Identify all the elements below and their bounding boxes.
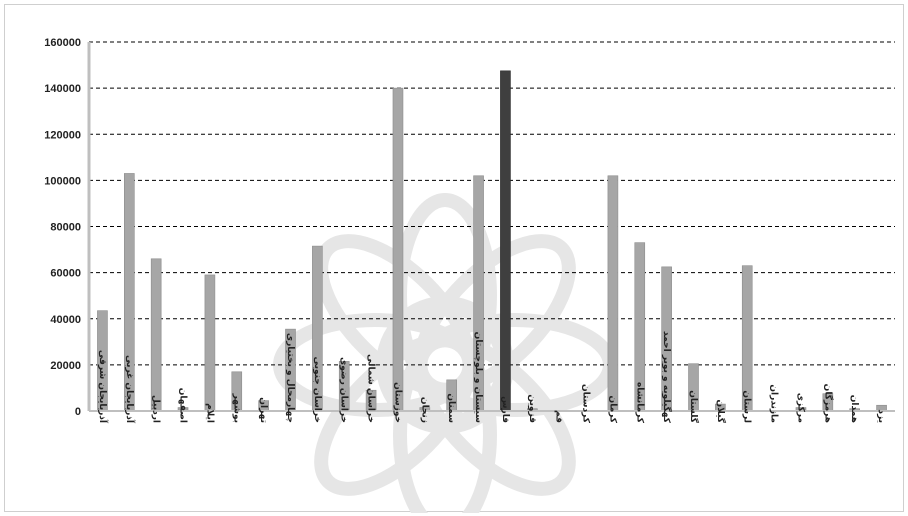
category-label: قزوین [527, 394, 537, 423]
bar [607, 175, 619, 412]
y-tick-label: 80000 [50, 222, 81, 234]
bars [97, 70, 887, 412]
category-label: قم [554, 410, 564, 423]
y-tick-label: 140000 [44, 83, 81, 95]
category-label: اردبیل [151, 395, 161, 423]
category-labels: آذربایجان شرقی آذربایجان غربی اردبیل اصفهان… [97, 331, 886, 424]
watermark-logo [273, 193, 617, 513]
category-label: خراسان رضوی [339, 357, 349, 423]
y-tick-label: 60000 [50, 268, 81, 280]
bar [150, 258, 162, 412]
chart-frame: 0 20000 40000 60000 80000 100000 120000 140000 1… [4, 4, 904, 513]
y-tick-label: 40000 [50, 314, 81, 326]
category-label: چهارمحال و بختیاری [285, 333, 295, 423]
y-tick-label: 20000 [50, 360, 81, 372]
category-label: آذربایجان شرقی [97, 350, 109, 424]
category-label: یزد [876, 409, 886, 423]
category-label: تهران [258, 397, 268, 423]
category-label: زنجان [419, 397, 429, 423]
gridlines [89, 41, 895, 366]
category-label: فارس [500, 396, 510, 423]
category-label: آذربایجان غربی [124, 355, 136, 424]
watermark-petal [413, 234, 576, 397]
category-label: مرکزی [795, 393, 805, 423]
y-tick-label: 120000 [44, 129, 81, 141]
category-label: خوزستان [392, 382, 402, 423]
category-label: کرمانشاه [634, 382, 644, 424]
category-label: سیستان و بلوچستان [473, 332, 483, 424]
y-tick-label: 100000 [44, 175, 81, 187]
category-label: لرستان [742, 390, 752, 423]
category-label: ایلام [204, 403, 214, 423]
category-label: خراسان شمالی [366, 354, 376, 423]
bar [392, 87, 404, 412]
y-tick-label: 160000 [44, 37, 81, 49]
bar [500, 70, 511, 412]
axes [87, 42, 895, 412]
category-label: کرمان [607, 396, 617, 424]
category-label: هرمزگان [822, 384, 834, 423]
bar [741, 265, 753, 412]
y-tick-label: 0 [75, 406, 81, 418]
bar [204, 274, 216, 412]
category-label: اصفهان [178, 388, 188, 423]
category-label: گیلان [715, 400, 727, 424]
category-label: گلستان [688, 390, 700, 424]
category-label: سمنان [446, 393, 456, 423]
y-tick-labels: 0 20000 40000 60000 80000 100000 120000 140000 1… [44, 37, 81, 418]
bar-chart: 0 20000 40000 60000 80000 100000 120000 140000 1… [44, 37, 895, 513]
category-label: کردستان [581, 384, 591, 424]
category-label: مازندران [769, 384, 779, 423]
category-label: بوشهر [231, 393, 241, 423]
category-label: همدان [849, 395, 859, 423]
category-label: خراسان جنوبی [312, 356, 322, 423]
category-label: کهگیلویه و بویر احمد [661, 331, 673, 424]
